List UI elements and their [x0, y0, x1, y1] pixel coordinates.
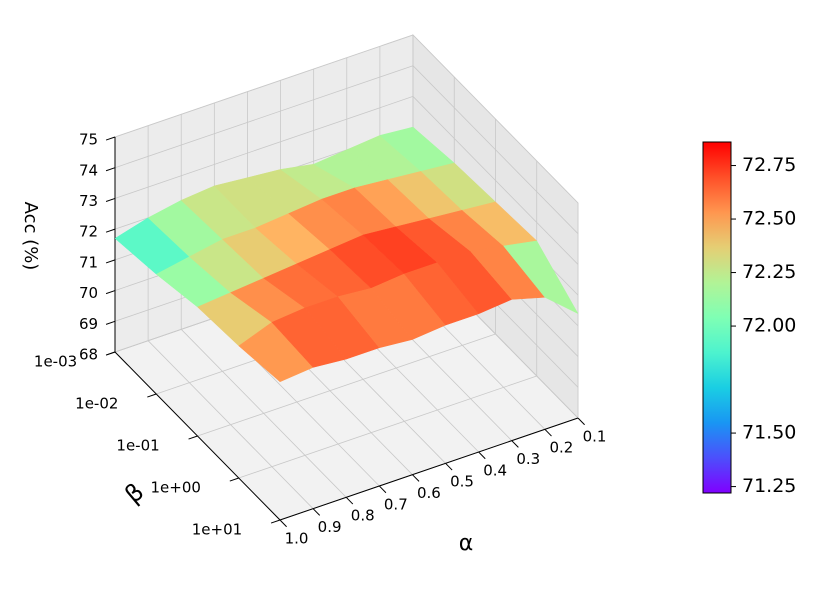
x-tick	[577, 417, 585, 426]
z-tick	[105, 259, 116, 264]
colorbar-tick-label: 72.75	[742, 154, 796, 176]
x-tick-label: 1.0	[285, 529, 309, 547]
x-tick	[412, 474, 420, 482]
z-tick-label: 73	[79, 192, 98, 210]
surface	[114, 126, 579, 383]
x-axis-label: α	[459, 531, 474, 556]
z-tick-label: 71	[79, 253, 98, 271]
x-tick-label: 0.2	[549, 439, 573, 457]
z-tick-label: 72	[79, 223, 98, 241]
x-tick-label: 0.1	[583, 427, 607, 445]
z-tick	[105, 167, 116, 172]
y-tick	[229, 477, 239, 482]
z-tick-label: 75	[79, 131, 98, 149]
grid-line	[114, 65, 414, 169]
y-tick	[188, 435, 198, 440]
x-tick-label: 0.4	[483, 461, 507, 479]
x-tick	[445, 462, 453, 471]
grid-line	[114, 34, 414, 138]
grid-line	[412, 34, 579, 204]
z-tick	[105, 290, 116, 295]
x-tick-label: 0.9	[318, 518, 342, 536]
colorbar-tick-label: 71.50	[742, 422, 796, 444]
grid-line	[412, 65, 579, 234]
x-axis-line	[279, 417, 579, 521]
colorbar-tick-label: 72.25	[742, 261, 796, 283]
colorbar-tick-label: 72.50	[742, 208, 796, 230]
x-tick	[544, 428, 552, 437]
z-tick	[105, 228, 116, 233]
grid-line	[197, 333, 496, 437]
y-tick	[270, 519, 281, 524]
x-tick	[279, 519, 287, 528]
y-axis-line	[114, 351, 281, 521]
grid-line	[412, 96, 579, 265]
x-tick	[345, 496, 354, 505]
x-tick-label: 0.7	[384, 495, 408, 513]
z-tick	[105, 136, 116, 141]
x-tick	[478, 451, 486, 460]
x-tick-label: 0.6	[417, 484, 441, 502]
x-tick-label: 0.8	[351, 507, 375, 525]
z-tick	[105, 351, 116, 356]
z-tick-label: 68	[79, 346, 98, 364]
z-tick-label: 69	[79, 315, 98, 333]
x-tick	[312, 508, 321, 516]
grid-line	[114, 96, 414, 199]
x-tick	[511, 440, 519, 448]
colorbar	[702, 141, 732, 494]
y-tick-label: 1e-02	[75, 395, 118, 413]
y-tick-label: 1e-01	[116, 437, 159, 455]
z-tick-label: 70	[79, 284, 98, 302]
y-tick-label: 1e-03	[34, 353, 77, 371]
colorbar-tick-label: 71.25	[742, 475, 796, 497]
z-tick-label: 74	[79, 161, 98, 179]
z-tick	[105, 197, 116, 202]
y-axis-label: β	[119, 478, 149, 509]
colorbar-tick-label: 72.00	[742, 315, 796, 337]
x-tick-label: 0.3	[516, 450, 540, 468]
grid-line	[238, 375, 537, 479]
x-tick-label: 0.5	[450, 473, 474, 491]
y-tick	[147, 393, 157, 398]
x-tick	[378, 485, 387, 494]
z-axis-label: Acc (%)	[20, 202, 41, 271]
surface-cell	[503, 240, 579, 315]
y-tick-label: 1e+01	[192, 521, 242, 539]
y-tick-label: 1e+00	[151, 479, 201, 497]
z-tick	[105, 320, 116, 325]
